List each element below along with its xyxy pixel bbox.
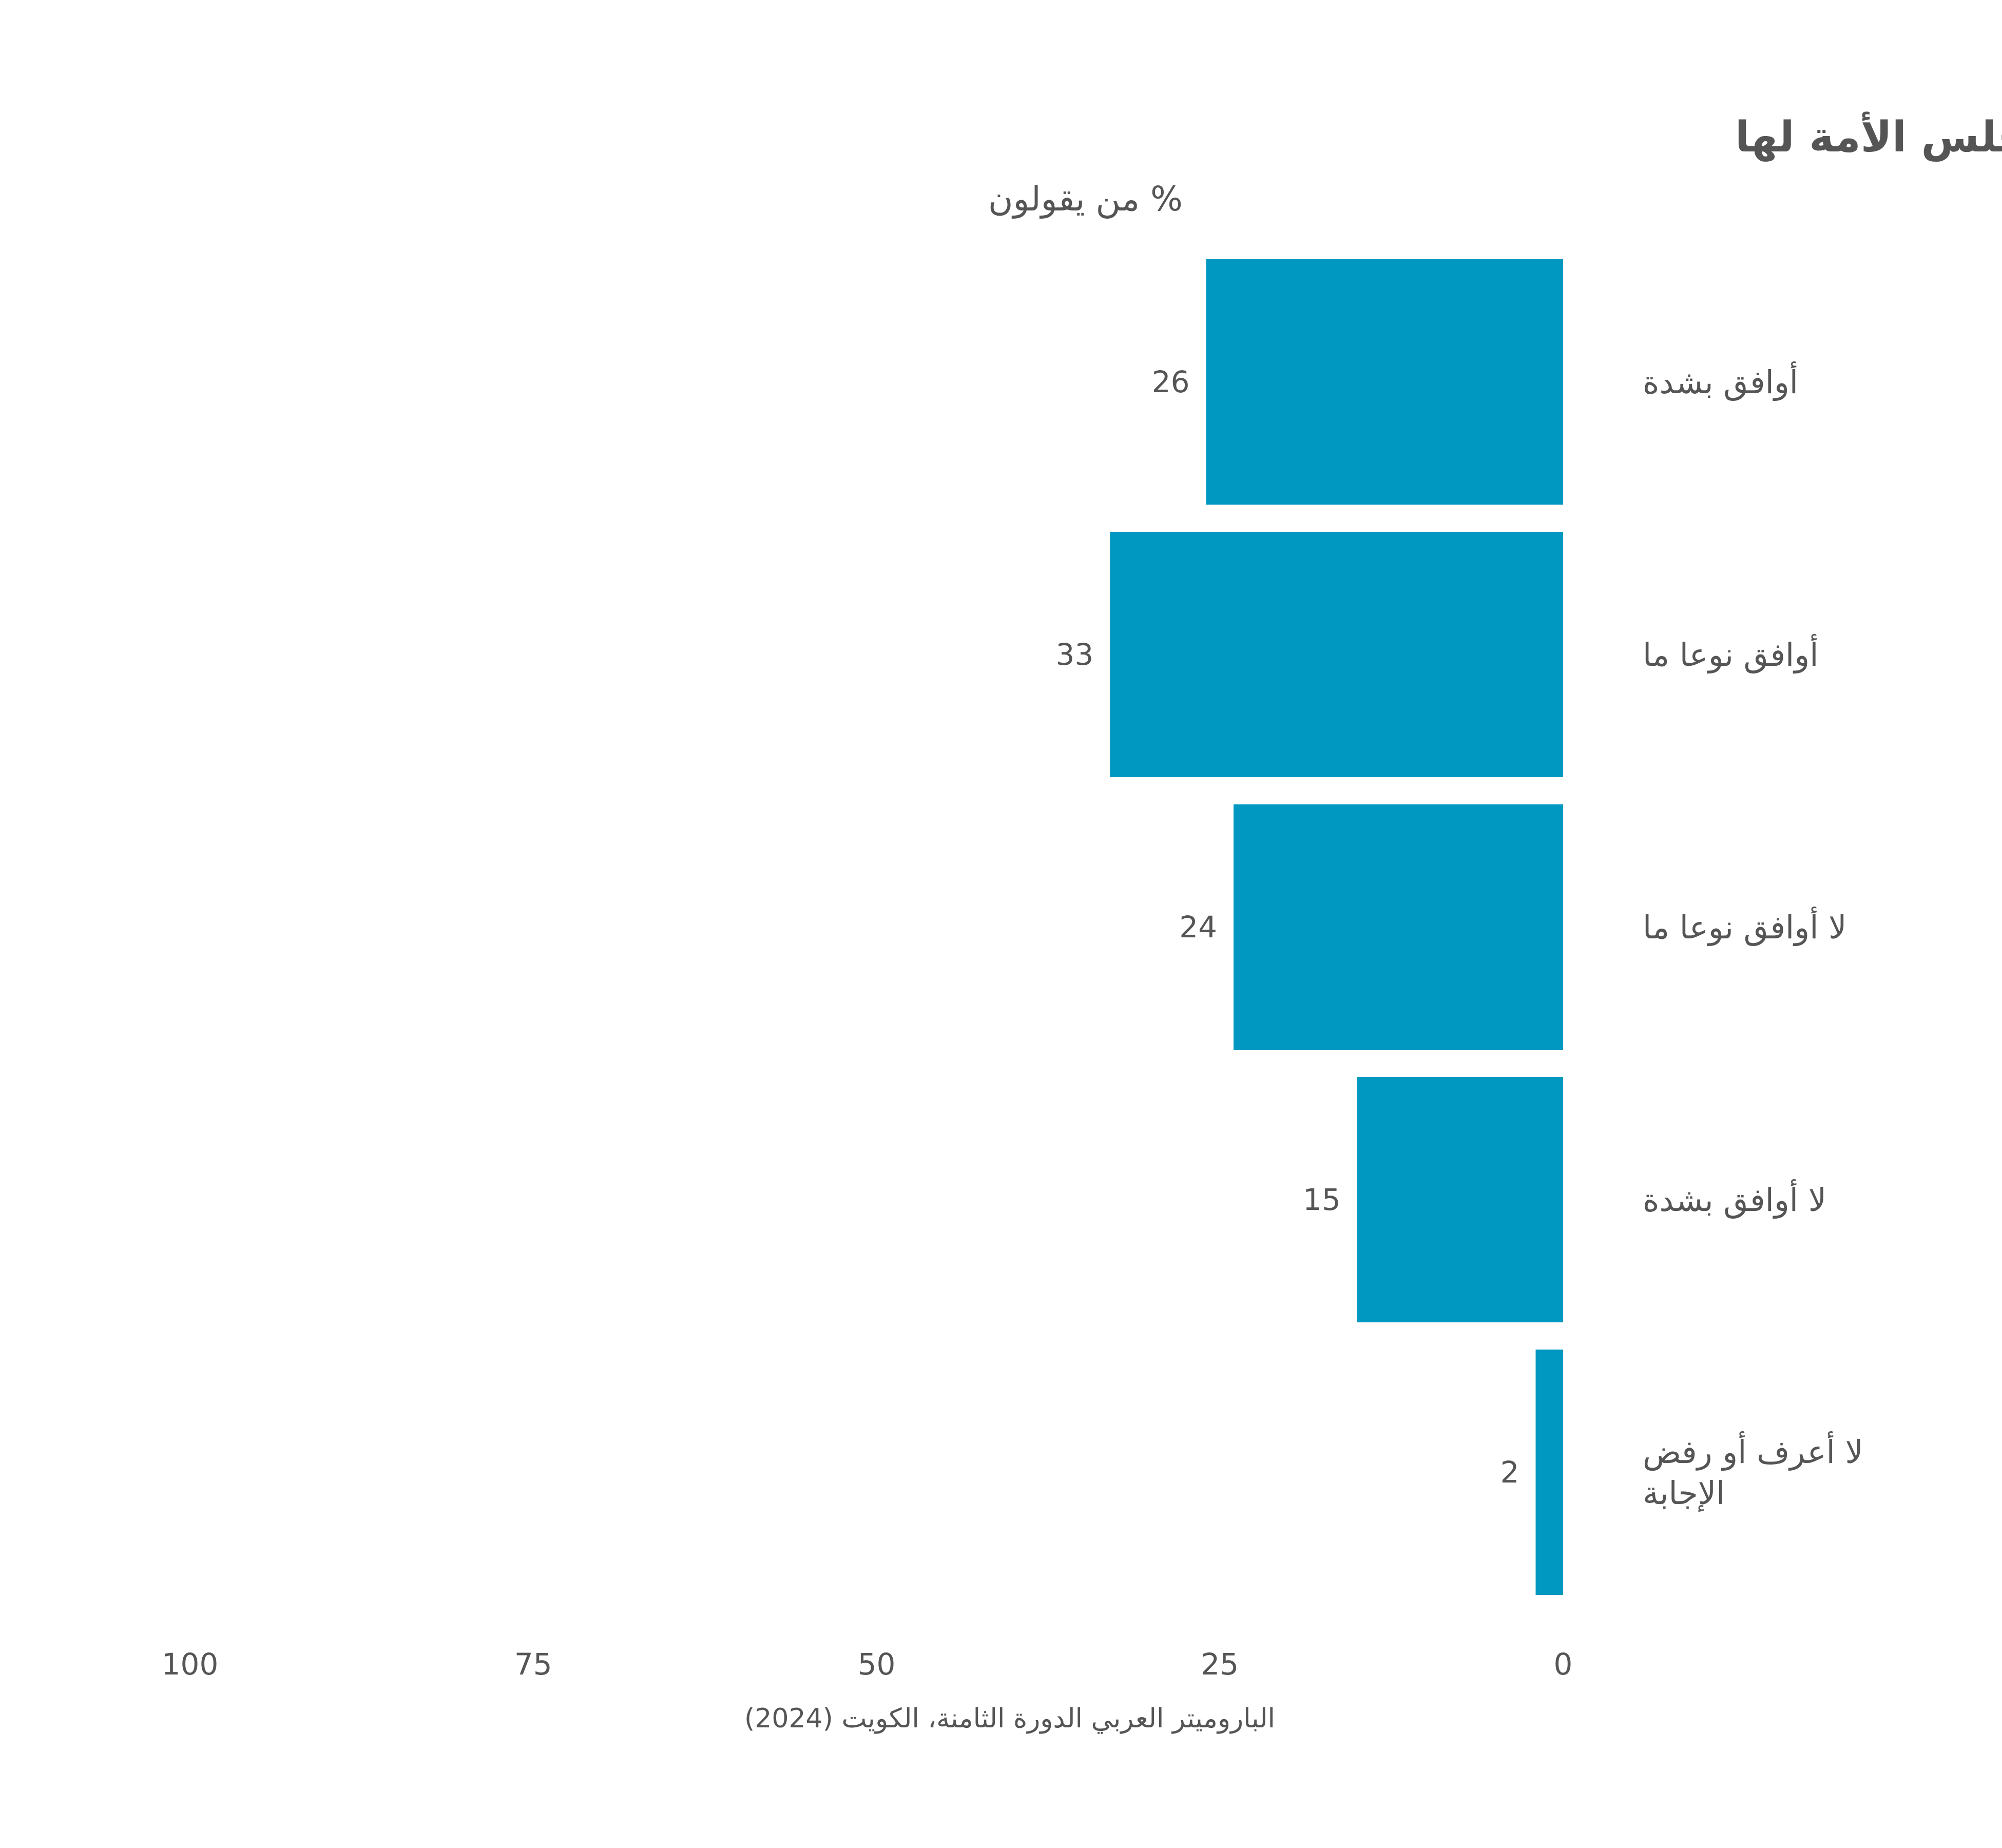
data-label: 33 (1055, 637, 1093, 672)
category-label-line: الإجابة (1643, 1474, 1725, 1512)
category-label: لا أوافق نوعا ما (1643, 907, 1847, 946)
data-label: 24 (1179, 910, 1217, 945)
category-label-line: لا أعرف أو رفض (1643, 1431, 1863, 1471)
data-label: 15 (1303, 1182, 1341, 1217)
bar (1206, 259, 1563, 505)
category-label-line: لا أوافق نوعا ما (1643, 907, 1847, 946)
x-tick-label: 50 (858, 1647, 896, 1682)
category-label: لا أعرف أو رفض الإجابة (1643, 1431, 1863, 1512)
bar (1357, 1077, 1563, 1322)
bar (1234, 804, 1563, 1050)
chart-subtitle: % من يقولون (988, 179, 1183, 219)
category-label-line: أوافق نوعا ما (1643, 634, 1818, 673)
category-label-line: أوافق بشدة (1643, 361, 1798, 401)
source-note: الباروميتر العربي الدورة الثامنة، الكويت… (744, 1703, 1275, 1734)
bar (1110, 532, 1563, 777)
x-tick-label: 0 (1554, 1647, 1573, 1682)
category-label: لا أوافق بشدة (1643, 1179, 1826, 1219)
chart-title: كان يمكن للحكومة أن تقوم بأعمال مؤثرة في… (1735, 109, 2002, 162)
category-label-line: لا أوافق بشدة (1643, 1179, 1826, 1219)
data-label: 2 (1500, 1455, 1519, 1490)
category-label: أوافق نوعا ما (1643, 634, 1818, 673)
x-tick-label: 75 (514, 1647, 552, 1682)
data-label: 26 (1152, 364, 1190, 399)
x-axis-ticks: 100 75 50 25 0 (162, 1647, 1573, 1682)
bar (1535, 1350, 1563, 1595)
x-tick-label: 25 (1201, 1647, 1239, 1682)
category-label: أوافق بشدة (1643, 361, 1798, 401)
x-tick-label: 100 (162, 1647, 219, 1682)
bars: 26 أوافق بشدة 33 أوافق نوعا ما 24 لا أوافق نو… (1055, 259, 1863, 1595)
